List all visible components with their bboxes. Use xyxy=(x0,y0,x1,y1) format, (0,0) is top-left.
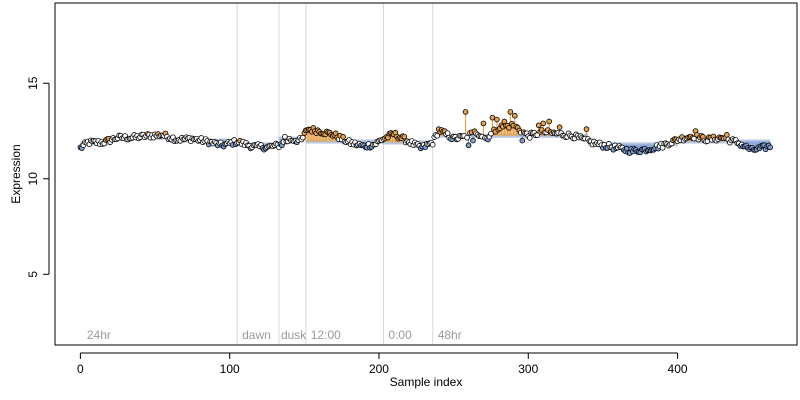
x-tick-label: 0 xyxy=(77,362,84,376)
data-point xyxy=(462,109,469,115)
data-point xyxy=(519,137,526,144)
event-label: 0:00 xyxy=(388,328,412,342)
data-points xyxy=(77,109,773,156)
data-point xyxy=(444,130,451,136)
event-label: dusk xyxy=(281,328,307,342)
x-tick-label: 200 xyxy=(369,362,389,376)
data-point xyxy=(465,142,472,149)
event-annotations: 24hr dawn dusk 12:00 0:00 48hr xyxy=(87,328,462,342)
x-axis: 0 100 200 300 400 xyxy=(77,352,688,376)
data-point xyxy=(488,130,494,137)
x-axis-title: Sample index xyxy=(390,375,463,389)
y-axis-title: Expression xyxy=(9,144,23,203)
data-point xyxy=(535,122,542,129)
data-point xyxy=(540,120,546,127)
data-point xyxy=(494,116,500,123)
plot-frame xyxy=(54,2,798,346)
event-label: dawn xyxy=(242,328,271,342)
data-point xyxy=(724,132,730,138)
event-label: 48hr xyxy=(438,328,462,342)
data-point xyxy=(512,112,518,119)
data-point xyxy=(556,124,563,130)
event-lines xyxy=(236,3,434,345)
event-label: 12:00 xyxy=(311,328,341,342)
event-label: 24hr xyxy=(87,328,111,342)
data-point xyxy=(583,126,590,132)
data-point xyxy=(470,137,476,144)
data-point xyxy=(300,134,306,141)
x-tick-label: 300 xyxy=(518,362,538,376)
y-axis: 5 10 15 xyxy=(26,76,50,278)
data-point xyxy=(282,133,288,140)
y-tick-label: 15 xyxy=(26,76,40,90)
data-point xyxy=(506,125,512,131)
data-point xyxy=(464,134,470,141)
x-tick-label: 400 xyxy=(668,362,688,376)
data-point xyxy=(526,135,533,141)
y-tick-label: 10 xyxy=(26,172,40,186)
data-point xyxy=(340,134,346,140)
data-point xyxy=(401,133,408,140)
data-point xyxy=(480,120,487,127)
data-point xyxy=(507,109,514,115)
data-point xyxy=(546,118,552,125)
data-point xyxy=(489,114,496,121)
data-point xyxy=(434,132,440,139)
y-tick-label: 5 xyxy=(26,271,40,278)
data-point xyxy=(429,141,436,148)
data-point xyxy=(767,144,773,151)
x-tick-label: 100 xyxy=(220,362,240,376)
